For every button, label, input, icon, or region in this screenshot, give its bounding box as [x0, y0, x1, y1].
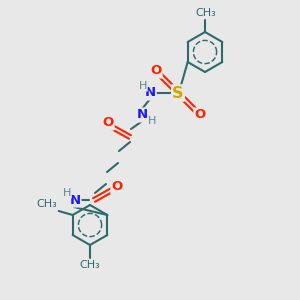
Text: O: O — [150, 64, 162, 77]
Text: O: O — [111, 181, 123, 194]
Text: H: H — [148, 116, 156, 126]
Text: N: N — [136, 109, 148, 122]
Text: N: N — [69, 194, 81, 206]
Text: H: H — [63, 188, 71, 198]
Text: CH₃: CH₃ — [196, 8, 216, 18]
Text: CH₃: CH₃ — [36, 199, 57, 209]
Text: O: O — [102, 116, 114, 130]
Text: N: N — [144, 86, 156, 100]
Text: H: H — [139, 81, 147, 91]
Text: CH₃: CH₃ — [80, 260, 100, 270]
Text: S: S — [172, 85, 184, 100]
Text: O: O — [194, 109, 206, 122]
